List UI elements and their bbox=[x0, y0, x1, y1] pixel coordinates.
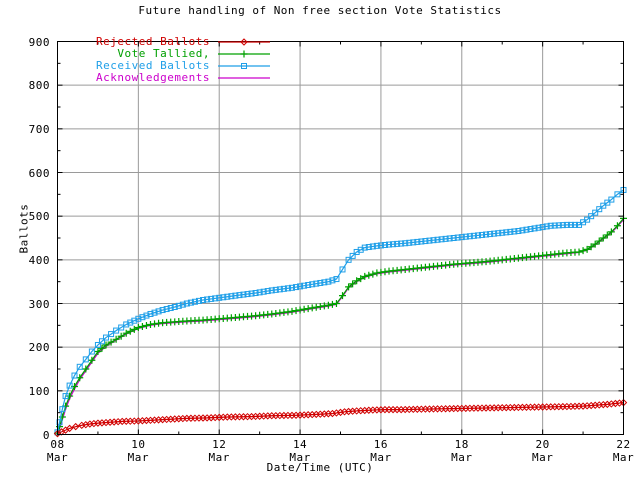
y-tick-label: 400 bbox=[28, 253, 50, 267]
x-tick-day: 08 bbox=[50, 438, 65, 451]
x-tick-label: 18 Mar bbox=[432, 438, 492, 464]
x-tick-month: Mar bbox=[289, 451, 311, 464]
x-tick-label: 20 Mar bbox=[513, 438, 573, 464]
x-tick-label: 08 Mar bbox=[28, 438, 88, 464]
x-tick-month: Mar bbox=[531, 451, 554, 464]
x-tick-day: 20 bbox=[535, 438, 550, 451]
y-tick-label: 0 bbox=[42, 428, 50, 442]
legend-key-2 bbox=[218, 50, 270, 58]
series-received-ballots bbox=[54, 186, 627, 436]
plot-frame bbox=[57, 41, 624, 435]
legend-key-1 bbox=[218, 38, 270, 46]
legend-label: Received Ballots bbox=[96, 59, 210, 72]
axis-ticks bbox=[57, 41, 624, 435]
x-tick-day: 10 bbox=[131, 438, 146, 451]
y-tick-label: 800 bbox=[28, 79, 50, 93]
y-tick-label: 200 bbox=[28, 341, 50, 355]
x-tick-month: Mar bbox=[612, 451, 635, 464]
x-tick-month: Mar bbox=[127, 451, 150, 464]
x-tick-month: Mar bbox=[46, 451, 69, 464]
y-tick-label: 100 bbox=[28, 384, 50, 398]
y-tick-label: 900 bbox=[28, 35, 50, 49]
legend-key-3 bbox=[218, 63, 270, 69]
x-tick-label: 12 Mar bbox=[189, 438, 249, 464]
y-tick-label: 700 bbox=[28, 122, 50, 136]
x-tick-label: 10 Mar bbox=[108, 438, 168, 464]
chart-title: Future handling of Non free section Vote… bbox=[138, 4, 502, 17]
y-tick-label: 600 bbox=[28, 166, 50, 180]
y-tick-label: 300 bbox=[28, 297, 50, 311]
x-tick-month: Mar bbox=[451, 451, 473, 464]
legend-item-4[interactable]: Acknowledgements bbox=[40, 72, 272, 84]
legend-keys bbox=[218, 38, 270, 79]
data-series-layer bbox=[53, 186, 628, 438]
x-tick-day: 18 bbox=[454, 438, 469, 451]
x-tick-day: 16 bbox=[373, 438, 389, 451]
y-tick-label: 500 bbox=[28, 210, 50, 224]
x-tick-label: 22 Mar bbox=[594, 438, 640, 464]
x-tick-label: 16 Mar bbox=[351, 438, 411, 464]
series-vote-tallied bbox=[54, 214, 627, 437]
x-tick-day: 14 bbox=[292, 438, 308, 451]
x-tick-month: Mar bbox=[208, 451, 230, 464]
x-axis-label: Date/Time (UTC) bbox=[266, 461, 374, 474]
series-rejected-ballots bbox=[53, 398, 628, 438]
legend-label: Rejected Ballots bbox=[96, 35, 210, 48]
x-tick-label: 14 Mar bbox=[270, 438, 330, 464]
x-tick-day: 22 bbox=[616, 438, 631, 451]
legend-label: Acknowledgements bbox=[96, 71, 210, 84]
x-tick-month: Mar bbox=[370, 451, 392, 464]
grid-lines bbox=[57, 41, 624, 435]
legend-item-1[interactable]: Rejected Ballots bbox=[40, 36, 272, 48]
legend-item-2[interactable]: Vote Tallied, bbox=[40, 48, 272, 60]
x-tick-day: 12 bbox=[212, 438, 227, 451]
legend-item-3[interactable]: Received Ballots bbox=[40, 60, 272, 72]
legend-label: Vote Tallied, bbox=[117, 47, 210, 60]
